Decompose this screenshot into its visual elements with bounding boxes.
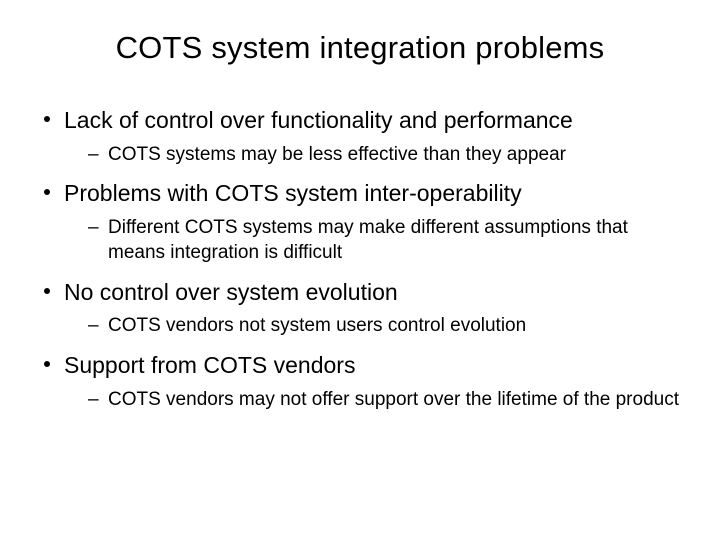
- sub-list-item: – COTS vendors may not offer support ove…: [64, 388, 690, 413]
- dash-icon: –: [88, 388, 99, 413]
- sub-list: – COTS systems may be less effective tha…: [64, 143, 690, 168]
- dash-icon: –: [88, 216, 99, 241]
- sub-list: – COTS vendors not system users control …: [64, 314, 690, 339]
- sub-list-item: – Different COTS systems may make differ…: [64, 216, 690, 265]
- bullet-icon: [44, 116, 50, 122]
- list-item: Problems with COTS system inter-operabil…: [30, 179, 690, 265]
- list-item: No control over system evolution – COTS …: [30, 278, 690, 339]
- sub-list-item: – COTS vendors not system users control …: [64, 314, 690, 339]
- bullet-icon: [44, 288, 50, 294]
- list-item-text: Support from COTS vendors: [64, 352, 355, 378]
- list-item-text: Problems with COTS system inter-operabil…: [64, 180, 522, 206]
- sub-list-item-text: Different COTS systems may make differen…: [108, 216, 690, 265]
- dash-icon: –: [88, 143, 99, 168]
- bullet-list: Lack of control over functionality and p…: [30, 106, 690, 412]
- slide: COTS system integration problems Lack of…: [0, 0, 720, 540]
- bullet-icon: [44, 189, 50, 195]
- sub-list-item-text: COTS vendors not system users control ev…: [108, 314, 690, 339]
- sub-list-item: – COTS systems may be less effective tha…: [64, 143, 690, 168]
- sub-list-item-text: COTS vendors may not offer support over …: [108, 388, 690, 413]
- list-item-text: No control over system evolution: [64, 279, 398, 305]
- slide-title: COTS system integration problems: [30, 30, 690, 66]
- bullet-icon: [44, 361, 50, 367]
- list-item: Support from COTS vendors – COTS vendors…: [30, 351, 690, 412]
- sub-list-item-text: COTS systems may be less effective than …: [108, 143, 690, 168]
- sub-list: – COTS vendors may not offer support ove…: [64, 388, 690, 413]
- dash-icon: –: [88, 314, 99, 339]
- list-item-text: Lack of control over functionality and p…: [64, 107, 573, 133]
- sub-list: – Different COTS systems may make differ…: [64, 216, 690, 265]
- list-item: Lack of control over functionality and p…: [30, 106, 690, 167]
